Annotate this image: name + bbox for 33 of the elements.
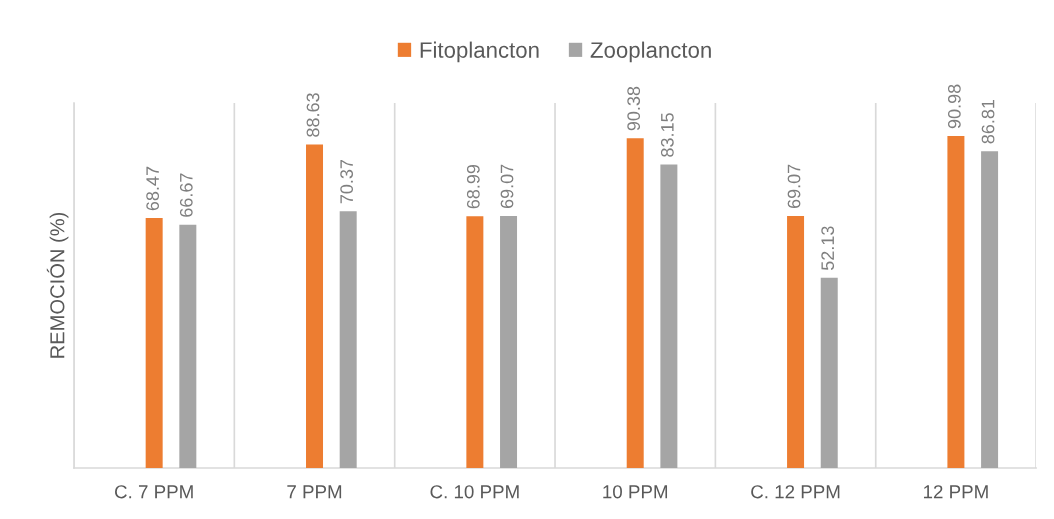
data-label: 90.38 — [627, 86, 641, 131]
bar — [660, 164, 678, 468]
bar — [820, 277, 838, 468]
x-tick-label: C. 12 PPM — [751, 485, 840, 499]
x-tick-label: C. 7 PPM — [115, 485, 193, 499]
data-label: 68.47 — [146, 166, 160, 211]
bar — [947, 135, 965, 468]
data-label: 70.37 — [340, 159, 354, 204]
data-label: 88.63 — [306, 93, 320, 137]
data-label: 52.13 — [821, 226, 835, 271]
y-axis-title: REMOCIÓN (%) — [46, 212, 69, 358]
bar — [787, 215, 805, 468]
data-label: 69.07 — [500, 164, 514, 209]
data-label: 83.15 — [660, 113, 674, 157]
bar — [145, 218, 163, 468]
x-tick-label: 12 PPM — [923, 485, 988, 499]
data-label: 90.98 — [947, 84, 961, 129]
bar — [179, 224, 197, 468]
data-label: 68.99 — [466, 164, 480, 209]
x-tick-label: 7 PPM — [287, 485, 342, 499]
legend-label: Zooplancton — [590, 41, 711, 63]
bar — [306, 144, 324, 468]
bar — [339, 211, 357, 468]
legend-label: Fitoplancton — [420, 41, 539, 63]
data-label: 66.67 — [179, 173, 193, 217]
bar — [500, 215, 518, 468]
data-label: 86.81 — [981, 99, 995, 144]
data-label: 69.07 — [787, 164, 801, 209]
bar — [981, 151, 999, 468]
x-tick-label: C. 10 PPM — [430, 485, 519, 499]
x-tick-label: 10 PPM — [603, 485, 668, 499]
bar — [466, 216, 484, 468]
bar — [626, 138, 644, 468]
